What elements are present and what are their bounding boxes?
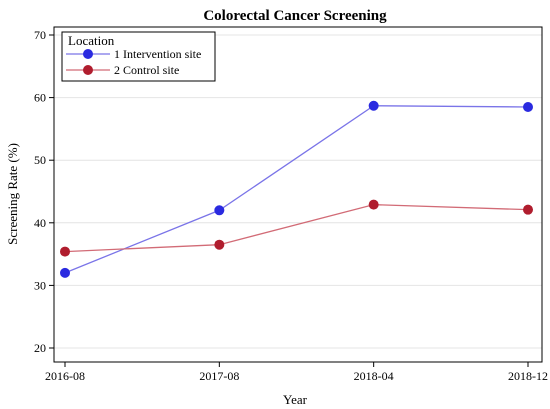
y-tick-label: 20 [34, 341, 46, 355]
x-axis-label: Year [283, 392, 308, 407]
y-tick-label: 30 [34, 278, 46, 292]
series-line-2 [64, 203, 529, 253]
data-point [214, 205, 225, 216]
legend-entry-label: 1 Intervention site [114, 47, 201, 61]
y-tick-label: 60 [34, 91, 46, 105]
data-point [368, 199, 379, 210]
legend: Location 1 Intervention site 2 Control si… [61, 31, 216, 82]
series-layer [60, 100, 533, 278]
data-point [523, 204, 533, 215]
data-point [60, 267, 70, 278]
data-point [368, 100, 379, 111]
x-tick-label: 2016-08 [45, 369, 85, 383]
series-line-1 [64, 105, 529, 274]
plot-frame [53, 26, 543, 363]
legend-entry-2: 2 Control site [66, 63, 179, 77]
x-axis-ticks: 2016-08 2017-08 2018-04 2018-12 [45, 362, 548, 383]
y-tick-label: 70 [34, 28, 46, 42]
legend-entry-label: 2 Control site [114, 63, 179, 77]
legend-swatch-marker [83, 49, 93, 59]
series-2 [60, 199, 533, 257]
series-1 [60, 100, 533, 278]
legend-entry-1: 1 Intervention site [66, 47, 201, 61]
legend-swatch-marker [83, 65, 93, 75]
chart-title: Colorectal Cancer Screening [203, 8, 387, 24]
y-tick-label: 40 [34, 216, 46, 230]
x-tick-label: 2018-04 [354, 369, 394, 383]
y-axis-label: Screening Rate (%) [5, 143, 20, 245]
grid-lines [54, 34, 542, 349]
data-point [214, 239, 225, 250]
data-point [60, 246, 70, 257]
legend-title: Location [68, 33, 115, 48]
x-tick-label: 2018-12 [508, 369, 548, 383]
y-axis-ticks: 20 30 40 50 60 70 [34, 28, 54, 355]
data-point [523, 101, 533, 112]
legend-entries: 1 Intervention site 2 Control site [66, 47, 201, 77]
y-tick-label: 50 [34, 153, 46, 167]
x-tick-label: 2017-08 [199, 369, 239, 383]
